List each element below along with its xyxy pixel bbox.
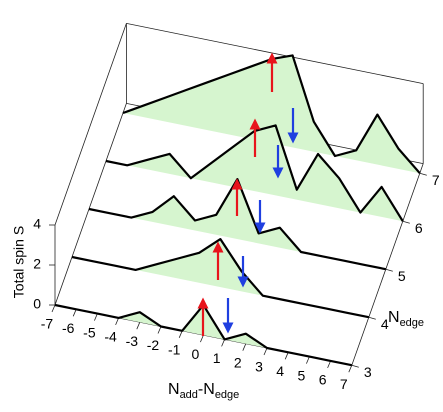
x-label-part: edge — [215, 389, 239, 401]
x-label-part: add — [180, 389, 198, 401]
x-tick — [306, 356, 310, 364]
depth-tick — [385, 268, 393, 272]
series-fill — [106, 125, 403, 222]
x-label-part: N — [168, 381, 180, 398]
x-tick-label: 2 — [234, 354, 242, 370]
x-tick — [94, 313, 98, 321]
x-tick-label: 0 — [192, 346, 200, 362]
depth-tick-label: 7 — [432, 172, 440, 188]
x-tick-label: -4 — [104, 329, 117, 345]
x-label-part: -N — [198, 381, 215, 398]
series-fill — [72, 239, 369, 318]
x-tick — [221, 339, 225, 347]
depth-label-part: N — [388, 309, 400, 326]
box-edge — [54, 103, 127, 306]
z-axis-label: Total spin S — [11, 226, 27, 298]
depth-tick-label: 3 — [364, 364, 372, 380]
x-tick-label: -5 — [83, 324, 96, 340]
x-tick — [72, 309, 77, 317]
x-tick-label: -6 — [62, 320, 75, 336]
depth-tick — [419, 172, 427, 176]
x-tick — [242, 343, 247, 351]
depth-tick-label: 6 — [415, 220, 423, 236]
depth-label-part: edge — [400, 317, 424, 329]
depth-tick-label: 4 — [381, 316, 389, 332]
x-tick-label: 3 — [255, 359, 263, 375]
depth-tick-label: 5 — [398, 268, 406, 284]
x-tick — [157, 326, 162, 334]
x-tick-label: 5 — [298, 367, 306, 383]
series-fill — [89, 179, 386, 270]
x-tick — [51, 304, 56, 313]
x-tick — [284, 352, 289, 360]
x-tick-label: 6 — [319, 372, 327, 388]
x-tick — [263, 347, 268, 356]
depth-axis-label: Nedge — [388, 309, 424, 329]
spin-arrows — [197, 52, 299, 336]
z-tick-label: 2 — [33, 256, 41, 272]
x-tick — [200, 334, 204, 343]
x-tick-label: 7 — [340, 376, 348, 392]
box-edge — [54, 23, 127, 226]
z-tick-label: 0 — [33, 296, 41, 312]
x-tick-label: -1 — [168, 342, 181, 358]
x-tick — [178, 330, 183, 338]
series-line — [71, 238, 370, 319]
x-tick — [136, 322, 141, 330]
x-axis-label: Nadd-Nedge — [168, 381, 239, 401]
depth-tick — [351, 364, 359, 368]
x-tick-label: 4 — [276, 363, 284, 379]
depth-tick — [402, 220, 410, 224]
z-tick-label: 4 — [33, 216, 41, 232]
box-edge — [351, 163, 424, 366]
x-tick — [348, 365, 353, 373]
x-tick — [115, 317, 119, 326]
x-tick-label: 1 — [213, 350, 221, 366]
x-tick-label: -2 — [147, 337, 160, 353]
x-tick-label: -3 — [126, 333, 139, 349]
depth-tick — [368, 316, 376, 320]
x-tick — [327, 360, 331, 369]
series-fill — [123, 55, 420, 174]
x-tick-label: -7 — [41, 316, 54, 332]
